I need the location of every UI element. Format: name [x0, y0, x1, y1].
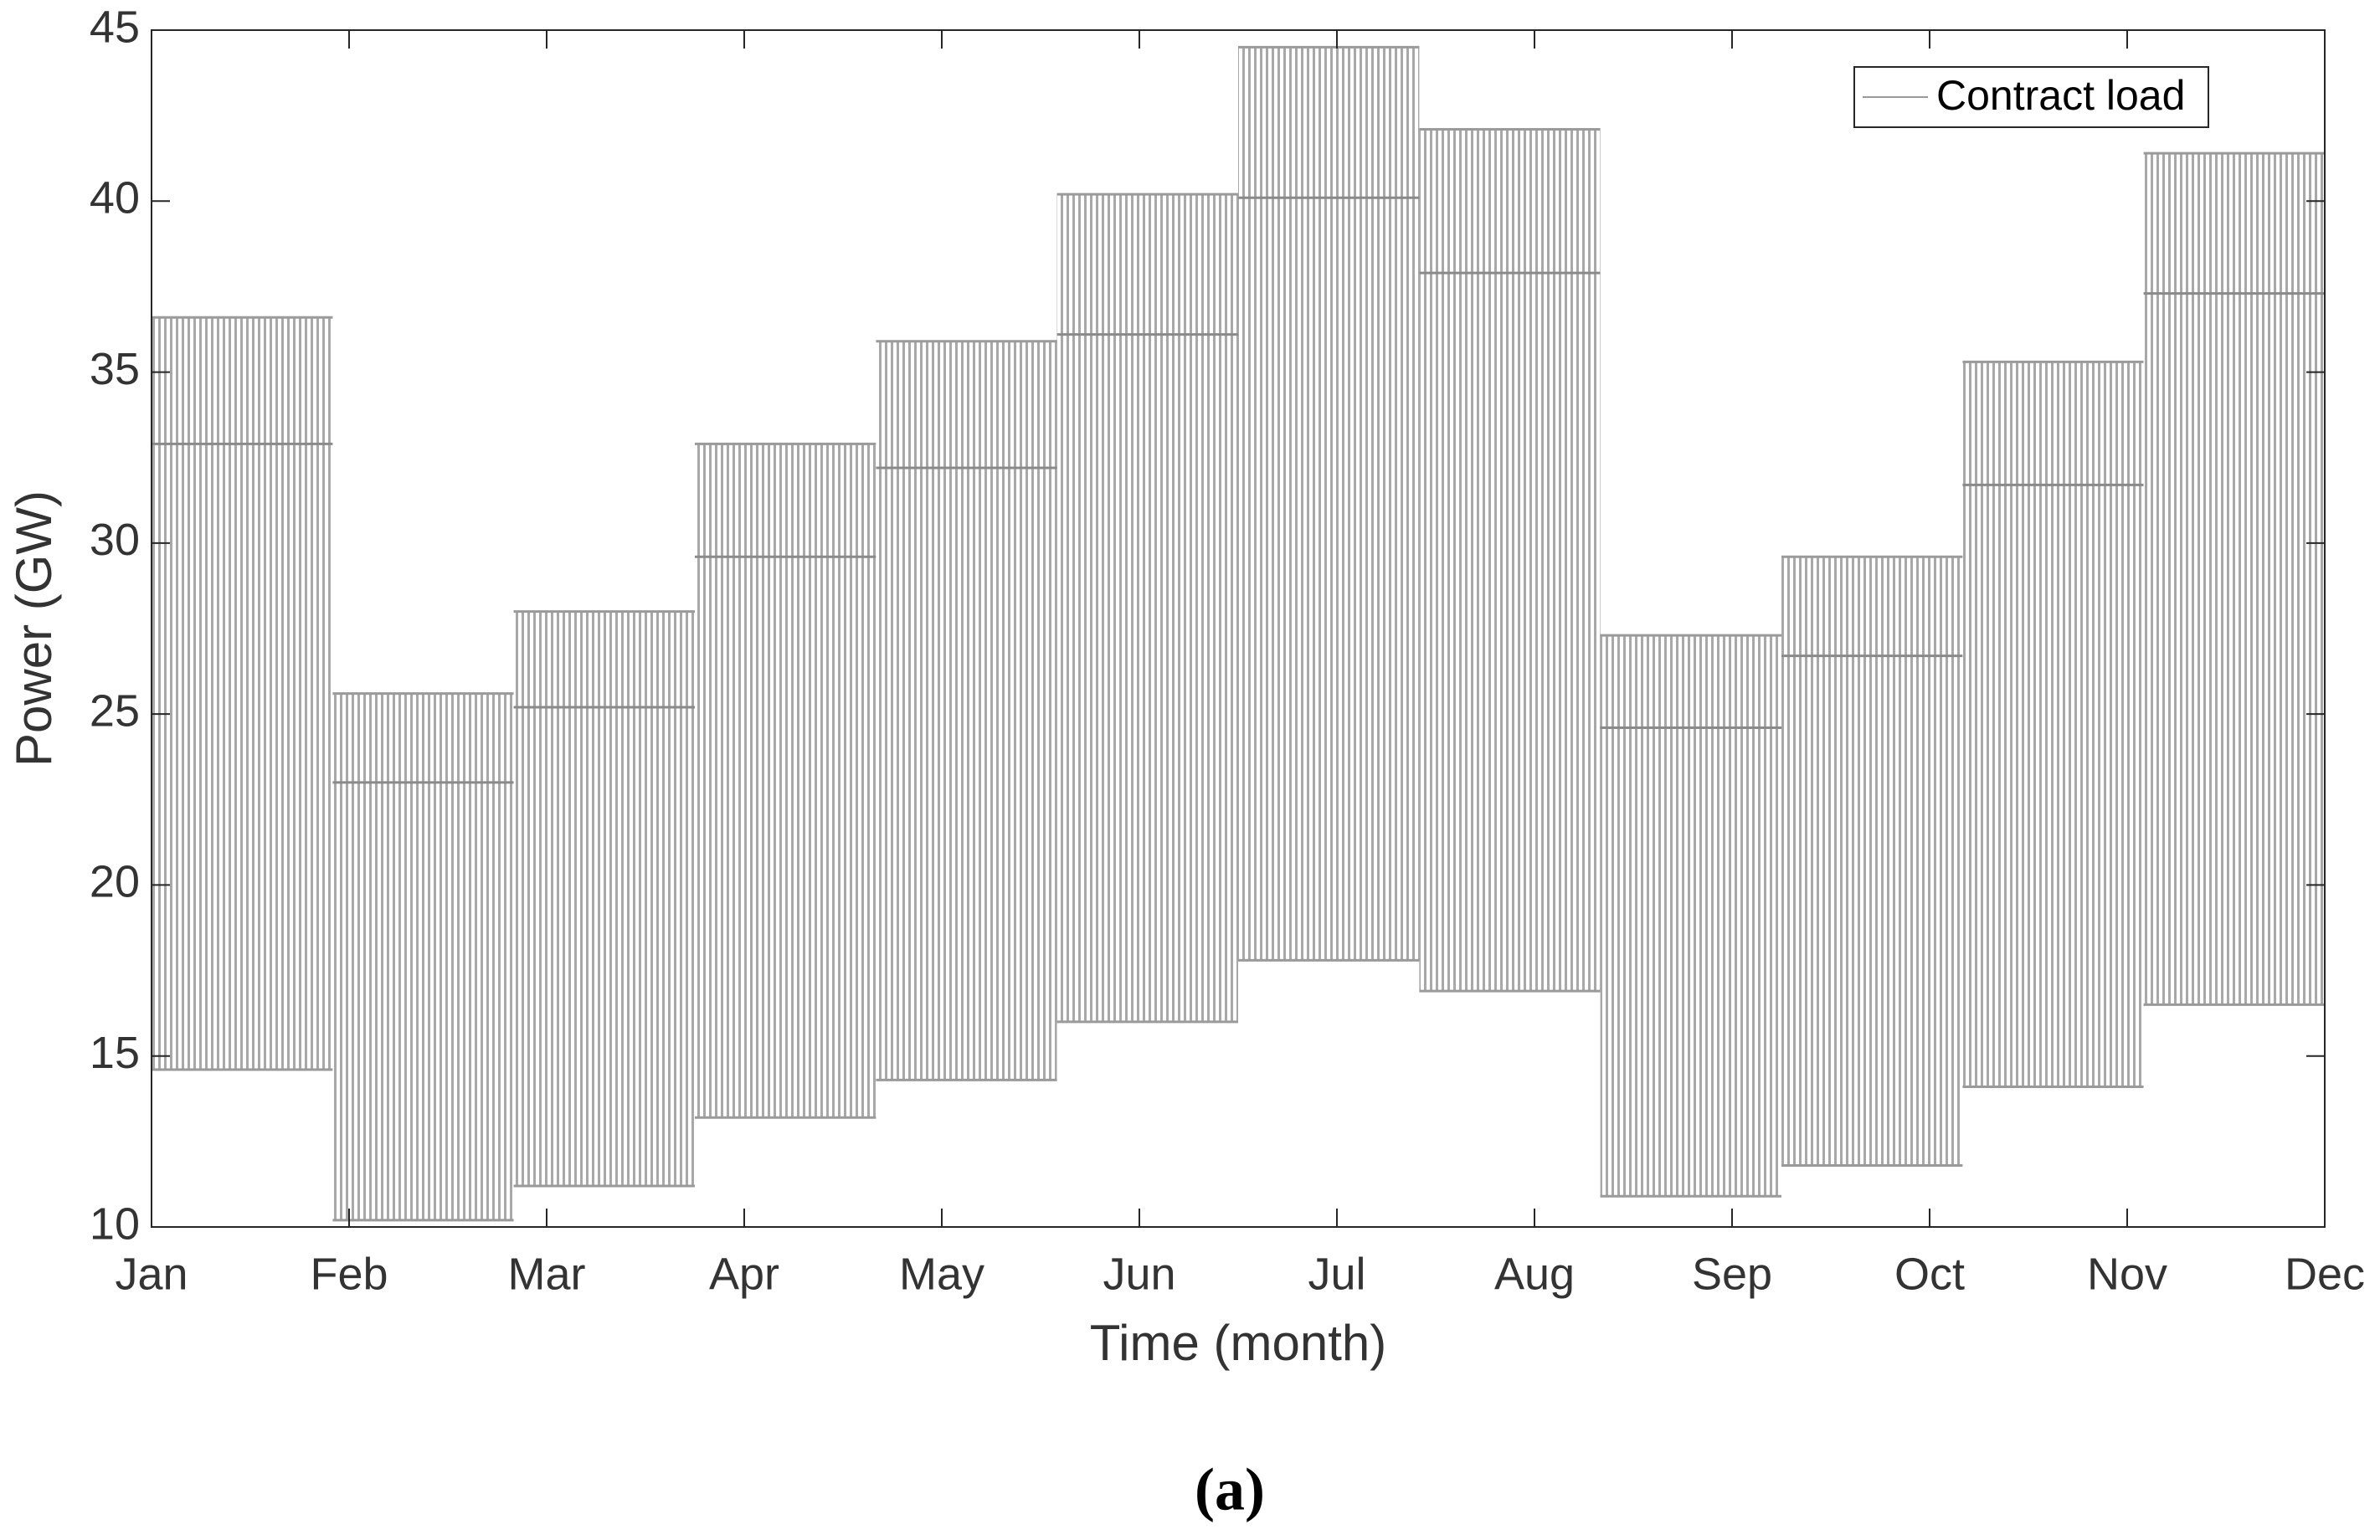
y-tick-label: 25 — [90, 685, 140, 736]
x-tick-label: Jan — [115, 1249, 188, 1299]
y-axis-label: Power (GW) — [6, 490, 62, 767]
plot-frame — [151, 29, 2326, 1228]
x-tick-label: Jun — [1103, 1249, 1175, 1299]
load-block — [1419, 129, 1601, 992]
load-block — [695, 444, 876, 1118]
legend-label: Contract load — [1936, 72, 2185, 119]
x-tick-label: May — [899, 1249, 984, 1299]
load-block — [876, 341, 1057, 1081]
x-tick-label: Sep — [1692, 1249, 1772, 1299]
x-tick-label: Nov — [2087, 1249, 2167, 1299]
load-block — [1962, 362, 2144, 1087]
y-tick-label: 30 — [90, 515, 140, 565]
x-tick-label: Apr — [709, 1249, 779, 1299]
y-tick-label: 10 — [90, 1199, 140, 1249]
x-tick-label: Dec — [2285, 1249, 2365, 1299]
y-tick-label: 40 — [90, 173, 140, 223]
x-tick-label: Mar — [508, 1249, 586, 1299]
y-tick-label: 20 — [90, 857, 140, 907]
y-tick-label: 15 — [90, 1028, 140, 1078]
load-block — [513, 611, 695, 1186]
x-tick-label: Aug — [1494, 1249, 1575, 1299]
y-tick-label: 35 — [90, 344, 140, 394]
load-block — [1781, 557, 1963, 1166]
x-tick-label: Feb — [310, 1249, 388, 1299]
load-block — [1600, 635, 1781, 1197]
x-tick-label: Oct — [1894, 1249, 1965, 1299]
load-block — [1056, 194, 1238, 1022]
load-block — [1238, 47, 1420, 961]
caption: (a) — [1195, 1456, 1265, 1523]
load-block — [2143, 153, 2325, 1005]
x-tick-label: Jul — [1308, 1249, 1365, 1299]
load-block — [332, 693, 514, 1220]
y-tick-label: 45 — [90, 2, 140, 52]
load-block — [152, 317, 333, 1070]
x-axis-label: Time (month) — [1090, 1315, 1387, 1371]
